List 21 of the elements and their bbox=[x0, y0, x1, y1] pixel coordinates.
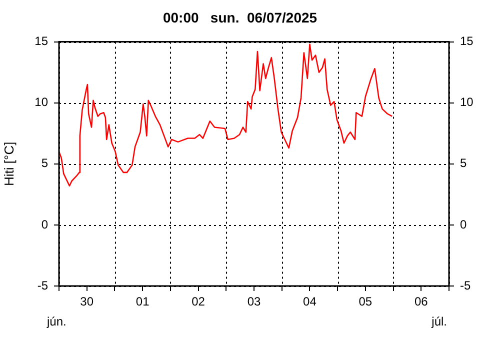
chart-title: 00:00 sun. 06/07/2025 bbox=[162, 9, 318, 26]
x-tick-label: 01 bbox=[136, 294, 150, 309]
y-tick-label: 0 bbox=[41, 217, 48, 232]
y-tick-label: 15 bbox=[34, 34, 48, 48]
x-tick-label: 02 bbox=[192, 294, 206, 309]
y-tick-label: 10 bbox=[34, 95, 48, 110]
x-tick-label: 04 bbox=[303, 294, 317, 309]
x-tick-label: 06 bbox=[414, 294, 428, 309]
x-tick-label: 05 bbox=[358, 294, 372, 309]
y2-tick-label: -5 bbox=[460, 278, 471, 292]
y-tick-label: -5 bbox=[37, 278, 48, 292]
text: jún. bbox=[46, 314, 66, 328]
y2-tick-label: 15 bbox=[460, 34, 474, 48]
x-tick-label: 03 bbox=[247, 294, 261, 309]
y-tick-label: 5 bbox=[41, 156, 48, 170]
y2-tick-label: 0 bbox=[460, 217, 467, 232]
y2-tick-label: 10 bbox=[460, 95, 474, 110]
y-axis-title: Hiti [°C] bbox=[1, 142, 16, 186]
x-tick-label: 30 bbox=[80, 294, 94, 309]
y2-tick-label: 5 bbox=[460, 156, 467, 170]
text: júl. bbox=[430, 314, 447, 328]
